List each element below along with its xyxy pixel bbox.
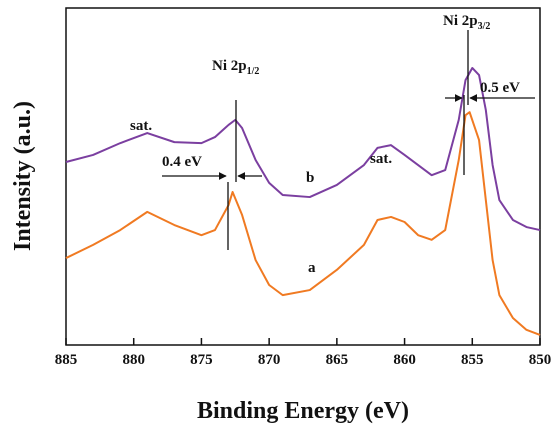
annotation: 0.4 eV: [162, 154, 202, 170]
x-tick-label: 850: [529, 352, 552, 368]
series-label: a: [308, 260, 316, 276]
x-tick-label: 880: [122, 352, 145, 368]
x-tick-label: 885: [55, 352, 78, 368]
annotation: sat.: [130, 118, 152, 134]
series-line: [65, 66, 541, 232]
x-tick-label: 870: [258, 352, 281, 368]
series-line: [65, 111, 541, 336]
x-tick-label: 865: [326, 352, 349, 368]
plot-frame: [65, 7, 541, 346]
annotation-lines: [162, 30, 535, 250]
x-tick-label: 875: [190, 352, 213, 368]
series-label: b: [306, 170, 314, 186]
annotation-sub: 3/2: [478, 21, 491, 32]
y-axis-label: Intensity (a.u.): [10, 101, 36, 251]
x-axis-label: Binding Energy (eV): [197, 398, 409, 424]
x-tick-label: 855: [461, 352, 484, 368]
annotation: sat.: [370, 151, 392, 167]
annotation-sub: 1/2: [247, 66, 260, 77]
annotation: 0.5 eV: [480, 80, 520, 96]
annotation: Ni 2p3/2: [443, 13, 490, 32]
annotation: Ni 2p1/2: [212, 58, 259, 77]
annotation-text: Ni 2p: [443, 13, 478, 29]
annotation-text: Ni 2p: [212, 58, 247, 74]
plot: [65, 66, 541, 336]
x-tick-label: 860: [393, 352, 416, 368]
